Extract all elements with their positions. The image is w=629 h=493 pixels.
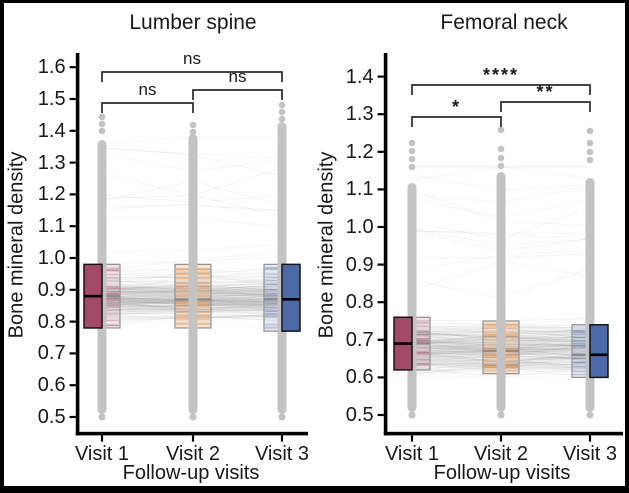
panel-plot-0	[69, 53, 308, 442]
y-axis-spine	[383, 53, 388, 436]
significance-label: ****	[482, 65, 520, 85]
significance-bracket	[192, 89, 283, 100]
x-axis-spine	[383, 431, 623, 436]
significance-bracket	[500, 101, 591, 112]
significance-label: **	[536, 82, 555, 102]
y-tick-label: 1.4	[37, 119, 66, 142]
y-tick-label: 1.6	[37, 56, 66, 79]
data-point-column-2	[496, 126, 506, 419]
x-axis-spine	[75, 431, 308, 436]
y-tick-label: 1.1	[37, 215, 66, 238]
significance-label: ns	[138, 80, 157, 99]
data-point-column-1	[407, 139, 417, 419]
significance-bracket	[101, 71, 283, 82]
y-tick-label: 1.3	[345, 103, 374, 126]
axes	[69, 53, 308, 442]
y-tick-label: 0.5	[37, 406, 66, 428]
axes	[377, 53, 623, 442]
y-tick-label: 1.2	[345, 140, 374, 163]
y-tick-label: 0.9	[37, 278, 66, 301]
solid-box-3	[281, 263, 301, 332]
significance-bracket	[411, 116, 502, 127]
significance-label: *	[451, 97, 461, 117]
solid-box-3	[589, 324, 609, 379]
solid-box-1	[83, 263, 103, 329]
y-tick-label: 1.3	[37, 151, 66, 174]
y-tick-label: 1.0	[345, 216, 374, 238]
y-tick-label: 1.5	[37, 88, 66, 110]
significance-bracket	[101, 102, 194, 113]
y-tick-label: 0.8	[345, 291, 374, 314]
y-tick-label: 0.9	[345, 253, 374, 276]
y-axis-spine	[75, 53, 80, 436]
y-tick-label: 1.0	[37, 247, 66, 269]
y-tick-label: 0.6	[37, 374, 66, 397]
significance-bracket	[411, 84, 591, 95]
significance-label: ns	[228, 67, 247, 86]
y-tick-label: 1.4	[345, 65, 374, 88]
y-tick-label: 0.8	[37, 310, 66, 333]
panel-plot-1	[377, 53, 623, 442]
y-tick-label: 0.7	[345, 328, 374, 351]
data-point-column-3	[277, 101, 287, 421]
data-point-column-2	[188, 121, 198, 421]
y-tick-label: 1.1	[345, 178, 374, 201]
y-tick-label: 0.7	[37, 342, 66, 365]
solid-box-1	[393, 316, 413, 371]
y-tick-label: 1.2	[37, 183, 66, 206]
y-tick-label: 0.6	[345, 366, 374, 389]
significance-label: ns	[183, 49, 201, 68]
y-tick-label: 0.5	[345, 404, 374, 426]
